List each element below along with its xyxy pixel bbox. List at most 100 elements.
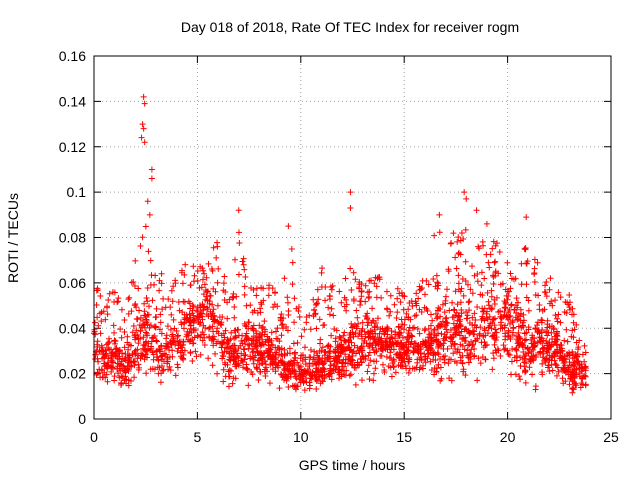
data-point (336, 288, 343, 295)
data-point (387, 349, 394, 356)
data-point (121, 328, 128, 335)
data-point (176, 307, 183, 314)
data-point (169, 298, 176, 305)
data-point (112, 353, 119, 360)
data-point (540, 350, 547, 357)
data-point (410, 344, 417, 351)
data-point (395, 339, 402, 346)
data-point (460, 366, 467, 373)
data-point (381, 367, 388, 374)
data-point (261, 318, 268, 325)
data-point (568, 333, 575, 340)
data-point (471, 328, 478, 335)
data-point (516, 313, 523, 320)
data-point (122, 367, 129, 374)
data-point (292, 368, 299, 375)
data-point (525, 307, 532, 314)
data-point (491, 301, 498, 308)
data-point (338, 341, 345, 348)
data-point (132, 331, 139, 338)
data-point (342, 359, 349, 366)
data-point (403, 348, 410, 355)
data-point (258, 325, 265, 332)
data-point (364, 368, 371, 375)
data-point (359, 319, 366, 326)
data-point (163, 332, 170, 339)
data-point (561, 337, 568, 344)
data-point (248, 284, 255, 291)
data-point (414, 356, 421, 363)
data-point (243, 330, 250, 337)
data-point (130, 323, 137, 330)
data-point (552, 361, 559, 368)
data-point (280, 325, 287, 332)
data-point (324, 356, 331, 363)
data-point (529, 343, 536, 350)
data-point (392, 331, 399, 338)
data-point (545, 362, 552, 369)
data-point (254, 342, 261, 349)
data-point (258, 284, 265, 291)
data-point (423, 305, 430, 312)
data-point (549, 302, 556, 309)
data-point (184, 314, 191, 321)
data-point (510, 276, 517, 283)
data-point (219, 355, 226, 362)
data-point (431, 331, 438, 338)
data-point (442, 320, 449, 327)
data-point (356, 284, 363, 291)
data-point (506, 313, 513, 320)
data-point (218, 322, 225, 329)
data-point (543, 328, 550, 335)
data-point (325, 304, 332, 311)
data-point (145, 340, 152, 347)
data-point (471, 345, 478, 352)
data-point (186, 328, 193, 335)
data-point (253, 337, 260, 344)
data-point (369, 305, 376, 312)
data-point (285, 360, 292, 367)
data-point (411, 313, 418, 320)
data-point (465, 342, 472, 349)
data-point (582, 381, 589, 388)
data-point (495, 270, 502, 277)
data-point (522, 245, 529, 252)
data-point (439, 301, 446, 308)
data-point (106, 338, 113, 345)
data-point (250, 360, 257, 367)
data-point (166, 346, 173, 353)
data-point (366, 343, 373, 350)
data-point (208, 313, 215, 320)
data-point (221, 334, 228, 341)
data-point (163, 335, 170, 342)
data-point (405, 339, 412, 346)
data-point (257, 305, 264, 312)
data-point (311, 348, 318, 355)
data-point (521, 245, 528, 252)
data-point (513, 295, 520, 302)
data-point (358, 288, 365, 295)
data-point (125, 354, 132, 361)
data-point (118, 350, 125, 357)
data-point (277, 314, 284, 321)
data-point (418, 285, 425, 292)
data-point (143, 316, 150, 323)
data-point (549, 336, 556, 343)
data-point (113, 345, 120, 352)
data-point (106, 290, 113, 297)
data-point (142, 329, 149, 336)
data-point (364, 322, 371, 329)
data-point (312, 301, 319, 308)
data-point (409, 333, 416, 340)
data-point (367, 357, 374, 364)
data-point (270, 358, 277, 365)
data-point (174, 361, 181, 368)
data-point (374, 315, 381, 322)
data-point (97, 293, 104, 300)
data-point (565, 364, 572, 371)
chart-title: Day 018 of 2018, Rate Of TEC Index for r… (181, 19, 519, 35)
data-point (477, 291, 484, 298)
data-point (191, 272, 198, 279)
data-point (212, 350, 219, 357)
data-point (141, 356, 148, 363)
